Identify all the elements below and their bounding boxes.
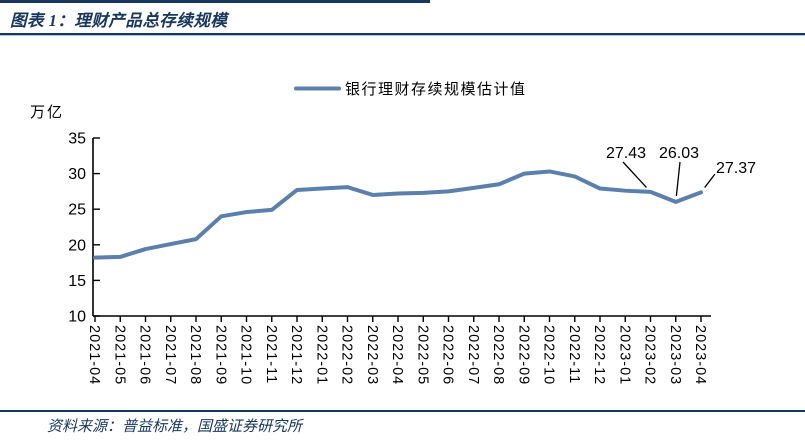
svg-text:2021-04: 2021-04 — [86, 325, 102, 385]
svg-text:2021-07: 2021-07 — [162, 325, 178, 385]
svg-text:2021-12: 2021-12 — [288, 325, 304, 385]
svg-text:27.43: 27.43 — [606, 145, 646, 162]
svg-text:2021-09: 2021-09 — [212, 325, 228, 385]
svg-text:35: 35 — [68, 131, 86, 148]
svg-text:2021-06: 2021-06 — [137, 325, 153, 385]
svg-text:20: 20 — [68, 237, 86, 254]
series-line — [93, 169, 703, 260]
svg-text:27.37: 27.37 — [716, 160, 756, 177]
svg-text:2021-08: 2021-08 — [187, 325, 203, 385]
svg-text:2022-05: 2022-05 — [414, 325, 430, 385]
svg-text:26.03: 26.03 — [659, 145, 699, 162]
svg-text:2023-02: 2023-02 — [642, 325, 658, 385]
legend-label: 银行理财存续规模估计值 — [345, 81, 527, 98]
svg-text:2021-05: 2021-05 — [111, 325, 127, 385]
svg-text:2023-03: 2023-03 — [667, 325, 683, 385]
axes: 10 15 20 25 30 35 2021-04 2021-05 2021-06 2021-07… — [68, 131, 711, 385]
svg-text:2022-01: 2022-01 — [313, 325, 329, 385]
svg-text:2022-07: 2022-07 — [465, 325, 481, 385]
svg-text:10: 10 — [68, 309, 86, 326]
svg-text:2022-11: 2022-11 — [566, 325, 582, 384]
svg-text:30: 30 — [68, 166, 86, 183]
figure-source: 资料来源：普益标准，国盛证券研究所 — [47, 419, 303, 435]
annotations: 27.43 26.03 27.37 — [606, 145, 756, 196]
y-unit-label: 万亿 — [30, 104, 64, 121]
svg-text:2022-12: 2022-12 — [591, 325, 607, 385]
top-border-fragment — [0, 0, 430, 3]
svg-text:2022-04: 2022-04 — [389, 325, 405, 385]
svg-text:2023-04: 2023-04 — [692, 325, 708, 385]
svg-text:2022-03: 2022-03 — [364, 325, 380, 385]
svg-text:25: 25 — [68, 202, 86, 219]
svg-text:2022-09: 2022-09 — [515, 325, 531, 385]
header-rule — [0, 33, 805, 36]
svg-text:2021-10: 2021-10 — [238, 325, 254, 385]
legend: 银行理财存续规模估计值 — [294, 81, 527, 98]
figure-title: 图表 1：理财产品总存续规模 — [10, 11, 228, 30]
svg-text:2022-02: 2022-02 — [339, 325, 355, 385]
svg-text:2023-01: 2023-01 — [616, 325, 632, 385]
svg-text:2022-06: 2022-06 — [440, 325, 456, 385]
svg-text:2022-10: 2022-10 — [541, 325, 557, 385]
svg-text:15: 15 — [68, 273, 86, 290]
svg-text:2022-08: 2022-08 — [490, 325, 506, 385]
svg-text:2021-11: 2021-11 — [263, 325, 279, 384]
footer-rule — [0, 410, 805, 412]
